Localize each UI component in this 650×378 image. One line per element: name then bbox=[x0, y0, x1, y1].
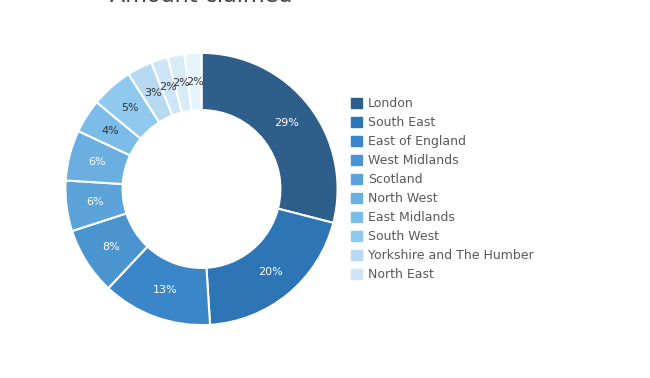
Wedge shape bbox=[79, 102, 140, 155]
Wedge shape bbox=[66, 180, 127, 231]
Wedge shape bbox=[97, 74, 159, 139]
Text: 6%: 6% bbox=[86, 197, 103, 208]
Text: 2%: 2% bbox=[186, 77, 203, 87]
Text: 3%: 3% bbox=[144, 88, 161, 98]
Text: 2%: 2% bbox=[172, 78, 190, 88]
Wedge shape bbox=[202, 53, 337, 223]
Wedge shape bbox=[66, 131, 130, 184]
Text: 29%: 29% bbox=[274, 118, 299, 128]
Wedge shape bbox=[129, 62, 172, 122]
Text: 20%: 20% bbox=[257, 267, 282, 277]
Wedge shape bbox=[72, 214, 148, 288]
Text: 5%: 5% bbox=[122, 103, 139, 113]
Wedge shape bbox=[168, 54, 192, 113]
Legend: London, South East, East of England, West Midlands, Scotland, North West, East M: London, South East, East of England, Wes… bbox=[350, 97, 534, 281]
Title: Amount claimed: Amount claimed bbox=[111, 0, 293, 6]
Wedge shape bbox=[151, 57, 182, 116]
Wedge shape bbox=[185, 53, 202, 111]
Text: 13%: 13% bbox=[153, 285, 177, 295]
Text: 2%: 2% bbox=[159, 82, 177, 92]
Wedge shape bbox=[207, 209, 333, 325]
Text: 6%: 6% bbox=[88, 157, 106, 167]
Text: 4%: 4% bbox=[102, 126, 120, 136]
Text: 8%: 8% bbox=[102, 242, 120, 252]
Wedge shape bbox=[109, 246, 210, 325]
